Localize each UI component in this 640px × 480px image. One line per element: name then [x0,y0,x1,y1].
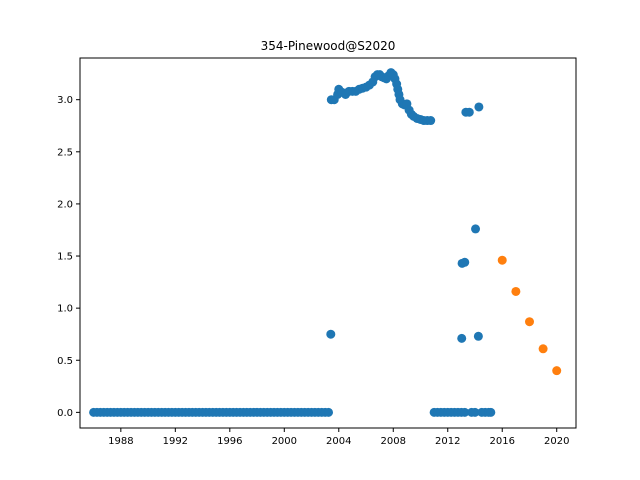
y-axis: 0.0 0.5 1.0 1.5 2.0 2.5 3.0 [57,95,80,419]
data-point-s0-129 [474,102,484,112]
y-tick-label: 2.5 [57,147,73,158]
data-point-s0-70 [326,329,336,339]
y-tick-label: 1.0 [57,304,73,315]
x-tick-label: 2016 [490,436,515,447]
points-layer [89,68,562,417]
x-tick-label: 1996 [217,436,242,447]
data-point-s0-124 [464,107,474,117]
x-tick-label: 1992 [163,436,188,447]
data-point-s0-126 [470,407,480,417]
data-point-s1-4 [552,366,562,376]
data-point-s0-69 [324,407,334,417]
data-point-s0-127 [471,224,481,234]
data-point-s1-3 [538,344,548,354]
x-tick-label: 2008 [381,436,406,447]
data-point-s0-122 [460,257,470,267]
data-point-s0-120 [457,333,467,343]
plot-background [80,58,576,428]
x-axis: 1988 1992 1996 2000 2004 2008 2012 2016 2020 [108,428,569,447]
data-point-s1-2 [525,317,534,327]
data-point-s0-119 [460,407,470,417]
x-tick-label: 1988 [108,436,133,447]
data-point-s1-0 [497,255,507,265]
y-tick-label: 2.0 [57,199,73,210]
data-point-s1-1 [511,286,521,296]
y-tick-label: 0.5 [57,356,73,367]
x-tick-label: 2004 [326,436,351,447]
x-tick-label: 2020 [544,436,569,447]
data-point-s0-133 [486,407,496,417]
y-tick-label: 3.0 [57,95,73,106]
plot-area [80,58,576,428]
chart-title: 354-Pinewood@S2020 [261,39,396,53]
data-point-s0-128 [473,331,483,341]
y-tick-label: 1.5 [57,252,73,263]
y-tick-label: 0.0 [57,408,73,419]
x-tick-label: 2000 [272,436,297,447]
plot-frame [79,57,577,429]
data-point-s0-109 [426,116,436,126]
x-tick-label: 2012 [435,436,460,447]
